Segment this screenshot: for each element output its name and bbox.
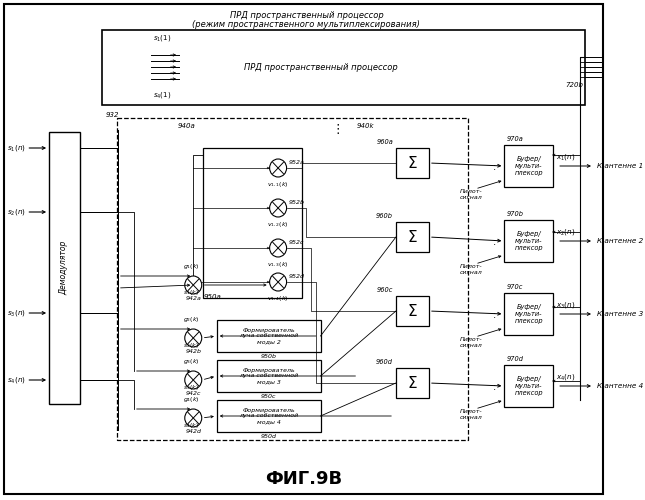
Text: ⋮: ⋮: [332, 123, 344, 136]
Text: 950a: 950a: [204, 294, 221, 300]
Bar: [217, 360, 321, 392]
Circle shape: [184, 371, 202, 389]
Text: :: :: [493, 310, 497, 320]
Text: $v_{1,3}(k)$: $v_{1,3}(k)$: [267, 261, 289, 270]
Text: 940a: 940a: [177, 123, 195, 129]
Text: 720b: 720b: [566, 82, 584, 88]
Text: $s_2(n)$: $s_2(n)$: [6, 207, 25, 217]
Text: $g_4(k)$: $g_4(k)$: [183, 395, 200, 404]
Circle shape: [270, 199, 286, 217]
Text: Пилот-
сигнал: Пилот- сигнал: [460, 264, 482, 275]
Bar: [504, 220, 553, 262]
Bar: [504, 365, 553, 407]
Text: $s_4(k)$: $s_4(k)$: [183, 421, 199, 430]
Text: $g_1(k)$: $g_1(k)$: [183, 262, 200, 271]
Text: $g_2(k)$: $g_2(k)$: [183, 315, 200, 324]
Text: $x_4(n)$: $x_4(n)$: [556, 372, 576, 382]
Text: Формирователь
луча собственной
моды 2: Формирователь луча собственной моды 2: [239, 328, 298, 344]
Text: 950d: 950d: [261, 434, 277, 439]
Text: ПРД пространственный процессор: ПРД пространственный процессор: [244, 62, 397, 72]
Text: $x_3(n)$: $x_3(n)$: [556, 300, 576, 310]
Text: $v_{1,2}(k)$: $v_{1,2}(k)$: [267, 221, 289, 230]
Text: $s_1(n)$: $s_1(n)$: [6, 143, 25, 153]
Text: $s_1(k)$: $s_1(k)$: [183, 288, 199, 297]
Text: $s_4(n)$: $s_4(n)$: [6, 375, 25, 385]
Text: 942c: 942c: [186, 391, 201, 396]
Text: 942a: 942a: [185, 296, 201, 301]
Bar: [396, 296, 429, 326]
Circle shape: [184, 276, 202, 294]
Text: ПРД пространственный процессор: ПРД пространственный процессор: [230, 11, 383, 20]
Text: $x_1(n)$: $x_1(n)$: [556, 152, 576, 162]
Text: 932: 932: [106, 112, 119, 118]
Text: :: :: [493, 162, 497, 172]
Text: :: :: [493, 237, 497, 247]
Text: $s_3(n)$: $s_3(n)$: [6, 308, 25, 318]
Text: 952b: 952b: [288, 200, 304, 205]
Bar: [396, 368, 429, 398]
Text: $s_3(k)$: $s_3(k)$: [183, 383, 199, 392]
Circle shape: [270, 273, 286, 291]
Bar: [102, 30, 586, 105]
Text: $\Sigma$: $\Sigma$: [406, 155, 417, 171]
Text: 942b: 942b: [185, 349, 201, 354]
Text: Буфер/
мульти-
плексор: Буфер/ мульти- плексор: [515, 376, 543, 396]
Text: 952c: 952c: [288, 240, 304, 246]
Circle shape: [270, 239, 286, 257]
Text: (режим пространственного мультиплексирования): (режим пространственного мультиплексиров…: [192, 20, 421, 29]
Bar: [504, 293, 553, 335]
Text: Буфер/
мульти-
плексор: Буфер/ мульти- плексор: [515, 304, 543, 324]
Text: Пилот-
сигнал: Пилот- сигнал: [460, 337, 482, 348]
Text: К антенне 3: К антенне 3: [597, 311, 643, 317]
Circle shape: [270, 159, 286, 177]
Text: $s_1(1)$: $s_1(1)$: [153, 33, 171, 43]
Text: К антенне 4: К антенне 4: [597, 383, 643, 389]
Text: $g_3(k)$: $g_3(k)$: [183, 357, 200, 366]
Text: :: :: [493, 382, 497, 392]
Text: 950b: 950b: [261, 354, 277, 359]
Text: 940k: 940k: [356, 123, 374, 129]
Text: $\Sigma$: $\Sigma$: [406, 303, 417, 319]
Text: Демодулятор: Демодулятор: [59, 241, 68, 295]
Text: 970c: 970c: [506, 284, 522, 290]
Text: $v_{1,1}(k)$: $v_{1,1}(k)$: [267, 181, 289, 190]
Text: Пилот-
сигнал: Пилот- сигнал: [460, 409, 482, 420]
Text: $v_{1,4}(k)$: $v_{1,4}(k)$: [267, 295, 289, 304]
Text: 960d: 960d: [376, 359, 393, 365]
Text: 952d: 952d: [288, 274, 304, 280]
Bar: [217, 400, 321, 432]
Bar: [203, 148, 302, 298]
Bar: [217, 320, 321, 352]
Text: 960a: 960a: [377, 139, 393, 145]
Text: 970d: 970d: [506, 356, 523, 362]
Bar: [396, 222, 429, 252]
Text: К антенне 2: К антенне 2: [597, 238, 643, 244]
Bar: [49, 132, 80, 404]
Text: 970a: 970a: [506, 136, 523, 142]
Text: ФИГ.9В: ФИГ.9В: [265, 470, 342, 488]
Text: $x_2(n)$: $x_2(n)$: [556, 227, 576, 237]
Circle shape: [184, 329, 202, 347]
Bar: [396, 148, 429, 178]
Text: Буфер/
мульти-
плексор: Буфер/ мульти- плексор: [515, 231, 543, 251]
Text: $\Sigma$: $\Sigma$: [406, 375, 417, 391]
Bar: [504, 145, 553, 187]
Text: Пилот-
сигнал: Пилот- сигнал: [460, 189, 482, 200]
Text: К антенне 1: К антенне 1: [597, 163, 643, 169]
Text: Буфер/
мульти-
плексор: Буфер/ мульти- плексор: [515, 156, 543, 176]
Text: 960b: 960b: [376, 213, 393, 219]
Text: $s_2(k)$: $s_2(k)$: [183, 341, 199, 350]
Text: Формирователь
луча собственной
моды 3: Формирователь луча собственной моды 3: [239, 368, 298, 384]
Text: 950c: 950c: [261, 394, 276, 399]
Text: $\Sigma$: $\Sigma$: [406, 229, 417, 245]
Bar: [117, 118, 468, 440]
Circle shape: [184, 409, 202, 427]
Text: Формирователь
луча собственной
моды 4: Формирователь луча собственной моды 4: [239, 408, 298, 424]
Text: $s_4(1)$: $s_4(1)$: [153, 90, 171, 100]
Text: 942d: 942d: [185, 429, 201, 434]
Text: 970b: 970b: [506, 211, 523, 217]
Text: 952a: 952a: [288, 160, 304, 166]
Text: 960c: 960c: [377, 287, 393, 293]
